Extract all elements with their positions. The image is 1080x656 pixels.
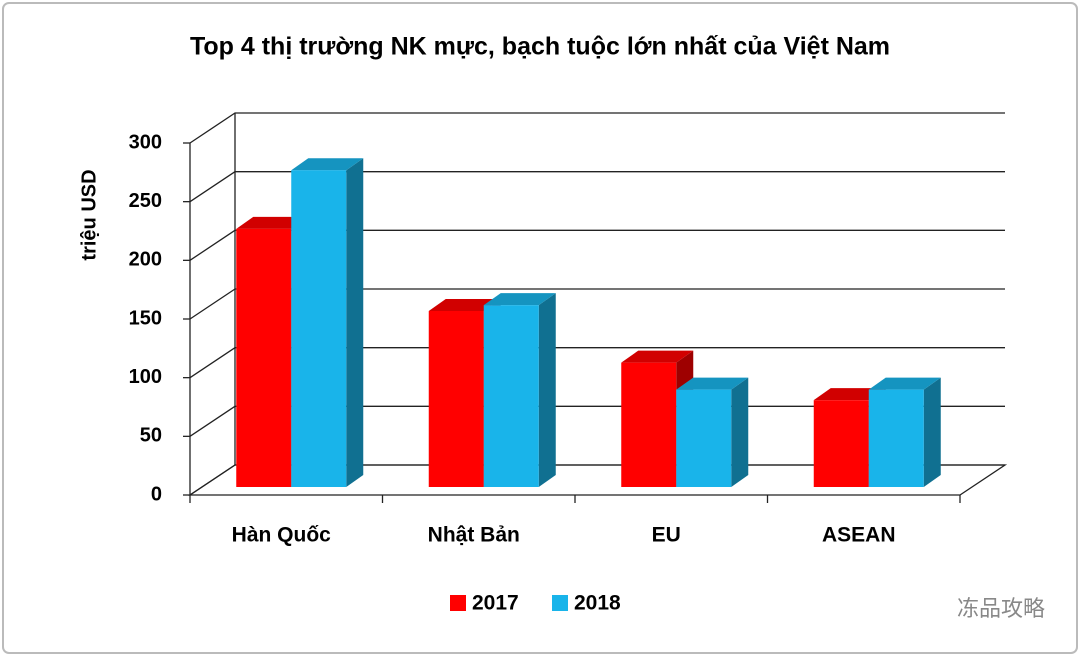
legend-label: 2018 [574, 592, 621, 615]
x-tick-label: EU [652, 524, 681, 547]
bar [483, 305, 539, 487]
grid-line [189, 288, 1005, 320]
bar-top [428, 299, 501, 311]
legend-swatch [552, 595, 568, 611]
y-tick-label: 200 [129, 249, 162, 271]
grid-line [189, 347, 1005, 379]
x-tick-label: Nhật Bản [428, 524, 520, 547]
grid-line [189, 405, 1005, 437]
grid-line [189, 464, 1005, 496]
x-tick-label: Hàn Quốc [232, 524, 331, 547]
y-tick-label: 250 [129, 190, 162, 212]
bar-side [538, 293, 556, 487]
bar-side [346, 158, 364, 487]
y-axis-label: triệu USD [78, 169, 100, 260]
bar-top [483, 293, 556, 306]
bar-side [923, 377, 941, 487]
bar-side [731, 377, 749, 487]
y-tick-label: 150 [129, 307, 162, 329]
bar-top [236, 216, 309, 229]
y-tick-label: 100 [129, 366, 162, 388]
chart-title: Top 4 thị trường NK mực, bạch tuộc lớn n… [190, 33, 890, 61]
bar [291, 170, 347, 487]
bar [868, 389, 924, 487]
y-tick-label: 50 [140, 425, 162, 447]
bar-top [621, 350, 694, 363]
grid-line [189, 229, 1005, 261]
bar-top [813, 388, 886, 401]
y-tick-label: 0 [151, 483, 162, 505]
legend-label: 2017 [472, 592, 519, 615]
bar [428, 311, 484, 487]
bar [676, 389, 732, 487]
y-tick-label: 300 [129, 131, 162, 153]
bar [236, 228, 292, 487]
watermark: 冻品攻略 [957, 596, 1045, 621]
bar-top [676, 377, 749, 390]
x-tick-label: ASEAN [822, 524, 896, 547]
bar [813, 400, 869, 487]
legend-swatch [450, 595, 466, 611]
bar-top [291, 158, 364, 171]
bar-top [868, 377, 941, 390]
grid-line [189, 171, 1005, 203]
grid-line [189, 112, 1005, 144]
bar [621, 362, 677, 487]
